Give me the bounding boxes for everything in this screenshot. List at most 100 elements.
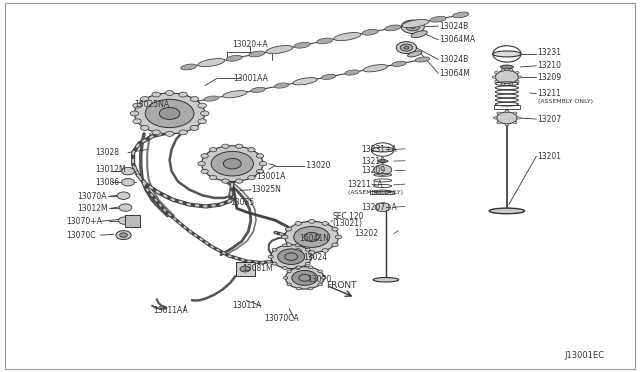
Circle shape <box>495 80 499 83</box>
Text: 13012M: 13012M <box>77 204 108 213</box>
Circle shape <box>130 111 139 116</box>
Text: 13064MA: 13064MA <box>440 35 476 44</box>
Text: 13025N: 13025N <box>251 185 281 194</box>
Ellipse shape <box>392 61 406 67</box>
Circle shape <box>256 169 264 174</box>
Circle shape <box>141 97 149 102</box>
Text: 15041N: 15041N <box>299 234 329 243</box>
Circle shape <box>501 69 505 71</box>
Circle shape <box>201 169 209 174</box>
Ellipse shape <box>364 65 388 72</box>
Circle shape <box>209 148 217 152</box>
Circle shape <box>332 227 338 231</box>
Text: (ASSEMBLY ONLY): (ASSEMBLY ONLY) <box>348 190 403 195</box>
Circle shape <box>374 165 392 175</box>
Text: FRONT: FRONT <box>326 281 357 290</box>
Ellipse shape <box>489 208 525 214</box>
Text: 13011AA: 13011AA <box>154 306 188 315</box>
Text: 13211: 13211 <box>538 89 561 98</box>
Circle shape <box>198 161 205 166</box>
Circle shape <box>272 248 277 251</box>
Text: J13001EC: J13001EC <box>564 351 605 360</box>
Circle shape <box>518 76 522 78</box>
Text: 13202: 13202 <box>354 229 378 238</box>
Circle shape <box>152 130 161 135</box>
Circle shape <box>505 124 509 126</box>
Circle shape <box>117 192 130 199</box>
Circle shape <box>305 262 310 265</box>
Circle shape <box>308 251 315 254</box>
Circle shape <box>145 99 194 128</box>
Circle shape <box>493 117 497 119</box>
Ellipse shape <box>362 29 378 35</box>
Circle shape <box>141 125 149 130</box>
Circle shape <box>295 248 301 252</box>
Circle shape <box>248 176 255 180</box>
Circle shape <box>211 151 253 176</box>
Circle shape <box>152 92 161 97</box>
Circle shape <box>332 243 338 247</box>
Text: 13070CA: 13070CA <box>264 314 299 323</box>
Text: 13001AA: 13001AA <box>234 74 268 83</box>
Circle shape <box>165 90 174 96</box>
Text: 13011A: 13011A <box>232 301 262 310</box>
Circle shape <box>287 283 291 286</box>
Ellipse shape <box>321 74 336 80</box>
Circle shape <box>516 117 520 119</box>
Ellipse shape <box>180 64 197 70</box>
Circle shape <box>283 276 288 279</box>
Ellipse shape <box>180 100 195 106</box>
Ellipse shape <box>402 19 429 28</box>
Circle shape <box>406 23 420 31</box>
Text: (13021): (13021) <box>333 219 363 228</box>
Circle shape <box>287 270 291 273</box>
Circle shape <box>282 235 288 239</box>
Ellipse shape <box>411 31 428 38</box>
Text: 13231: 13231 <box>538 48 562 57</box>
Circle shape <box>322 248 328 252</box>
Text: 13070A: 13070A <box>77 192 106 201</box>
Circle shape <box>222 179 229 183</box>
Circle shape <box>165 131 174 137</box>
Circle shape <box>240 266 250 272</box>
Text: 13024: 13024 <box>303 253 327 262</box>
Ellipse shape <box>317 38 333 44</box>
Bar <box>236 262 255 276</box>
Circle shape <box>271 245 312 269</box>
Ellipse shape <box>493 51 521 57</box>
Text: 13209: 13209 <box>362 166 386 174</box>
Circle shape <box>256 154 264 158</box>
Bar <box>125 215 140 227</box>
Ellipse shape <box>452 12 469 18</box>
Circle shape <box>497 112 500 114</box>
Bar <box>494 105 520 109</box>
Text: 13207: 13207 <box>538 115 562 124</box>
Circle shape <box>497 112 517 124</box>
Ellipse shape <box>198 58 225 67</box>
Circle shape <box>509 69 513 71</box>
Circle shape <box>248 148 255 152</box>
Circle shape <box>159 108 180 119</box>
Circle shape <box>119 204 132 211</box>
Circle shape <box>515 80 519 83</box>
Text: 13024B: 13024B <box>440 55 469 64</box>
Circle shape <box>134 93 205 134</box>
Circle shape <box>294 227 330 247</box>
Circle shape <box>497 122 500 124</box>
Ellipse shape <box>373 278 399 282</box>
Circle shape <box>295 222 301 225</box>
Circle shape <box>209 176 217 180</box>
Circle shape <box>492 76 496 78</box>
Circle shape <box>396 42 417 54</box>
Circle shape <box>118 217 131 224</box>
Text: 13210: 13210 <box>538 61 562 70</box>
Circle shape <box>122 179 134 186</box>
Ellipse shape <box>385 25 401 31</box>
Circle shape <box>295 267 300 269</box>
Circle shape <box>308 287 313 290</box>
Ellipse shape <box>249 51 265 57</box>
Text: 13064M: 13064M <box>440 69 470 78</box>
Circle shape <box>375 203 390 212</box>
Ellipse shape <box>500 65 513 69</box>
Text: 13210: 13210 <box>362 157 385 166</box>
